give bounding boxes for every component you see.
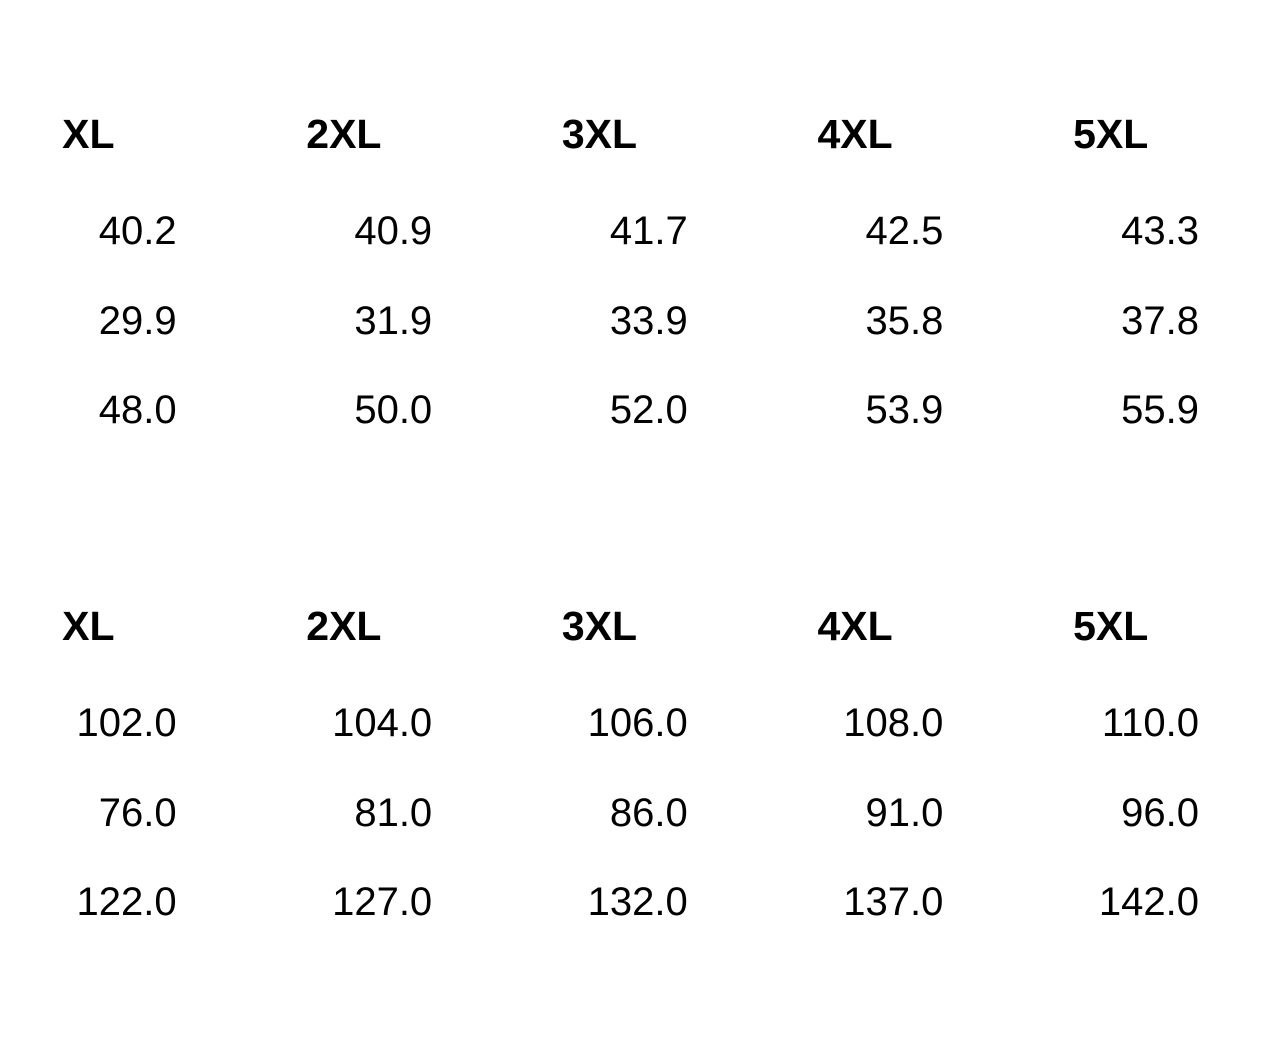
table-cell: 55.9 — [1121, 388, 1199, 432]
table-cell: 76.0 — [98, 791, 177, 835]
header-row: XL 2XL 3XL 4XL 5XL — [0, 84, 1278, 185]
table-cell: 132.0 — [587, 880, 688, 924]
table-cell: 91.0 — [865, 791, 944, 835]
header-row: XL 2XL 3XL 4XL 5XL — [0, 576, 1278, 677]
table-cell: 122.0 — [76, 880, 177, 924]
table-cell: 50.0 — [354, 388, 433, 432]
table-cell: 42.5 — [865, 208, 944, 253]
column-header-5xl: 5XL — [1073, 603, 1149, 649]
table-body-cm: 102.0 104.0 106.0 108.0 110.0 76.0 81.0 … — [0, 677, 1278, 947]
table-row: 48.0 50.0 52.0 53.9 55.9 — [0, 366, 1278, 455]
table-row: 40.2 40.9 41.7 42.5 43.3 — [0, 185, 1278, 277]
column-header-xl: XL — [62, 603, 115, 649]
table-cell: 41.7 — [609, 208, 688, 253]
table-cell: 35.8 — [865, 299, 944, 343]
table-cell: 108.0 — [843, 700, 944, 745]
column-header-4xl: 4XL — [817, 603, 893, 649]
table-cell: 33.9 — [609, 299, 688, 343]
table-cell: 86.0 — [609, 791, 688, 835]
table-cell: 104.0 — [332, 700, 433, 745]
table-cell: 96.0 — [1121, 791, 1199, 835]
table-cell: 48.0 — [98, 388, 177, 432]
table-cell: 31.9 — [354, 299, 433, 343]
column-header-2xl: 2XL — [306, 603, 382, 649]
measurements-table-cm: XL 2XL 3XL 4XL 5XL 102.0 104.0 106.0 108… — [0, 576, 1278, 947]
table-header-inches: XL 2XL 3XL 4XL 5XL — [0, 84, 1278, 185]
table-cell: 137.0 — [843, 880, 944, 924]
table-cell: 110.0 — [1101, 700, 1199, 745]
measurements-table-inches: XL 2XL 3XL 4XL 5XL 40.2 40.9 41.7 42.5 4… — [0, 84, 1278, 455]
table-cell: 37.8 — [1121, 299, 1199, 343]
table-body-inches: 40.2 40.9 41.7 42.5 43.3 29.9 31.9 33.9 … — [0, 185, 1278, 455]
column-header-3xl: 3XL — [561, 603, 638, 649]
column-header-5xl: 5XL — [1073, 111, 1149, 157]
table-cell: 40.2 — [98, 208, 177, 253]
table-cell: 40.9 — [354, 208, 433, 253]
table-cell: 81.0 — [354, 791, 433, 835]
table-cell: 102.0 — [76, 700, 177, 745]
table-row: 122.0 127.0 132.0 137.0 142.0 — [0, 858, 1278, 947]
table-cell: 29.9 — [98, 299, 177, 343]
table-cell: 127.0 — [332, 880, 433, 924]
column-header-xl: XL — [62, 111, 115, 157]
table-header-cm: XL 2XL 3XL 4XL 5XL — [0, 576, 1278, 677]
table-cell: 43.3 — [1121, 208, 1199, 253]
table-cell: 106.0 — [587, 700, 688, 745]
table-row: 29.9 31.9 33.9 35.8 37.8 — [0, 277, 1278, 366]
column-header-3xl: 3XL — [561, 111, 638, 157]
column-header-2xl: 2XL — [306, 111, 382, 157]
table-cell: 142.0 — [1098, 880, 1199, 924]
table-cell: 52.0 — [609, 388, 688, 432]
column-header-4xl: 4XL — [817, 111, 893, 157]
table-cell: 53.9 — [865, 388, 944, 432]
table-row: 76.0 81.0 86.0 91.0 96.0 — [0, 769, 1278, 858]
table-row: 102.0 104.0 106.0 108.0 110.0 — [0, 677, 1278, 769]
